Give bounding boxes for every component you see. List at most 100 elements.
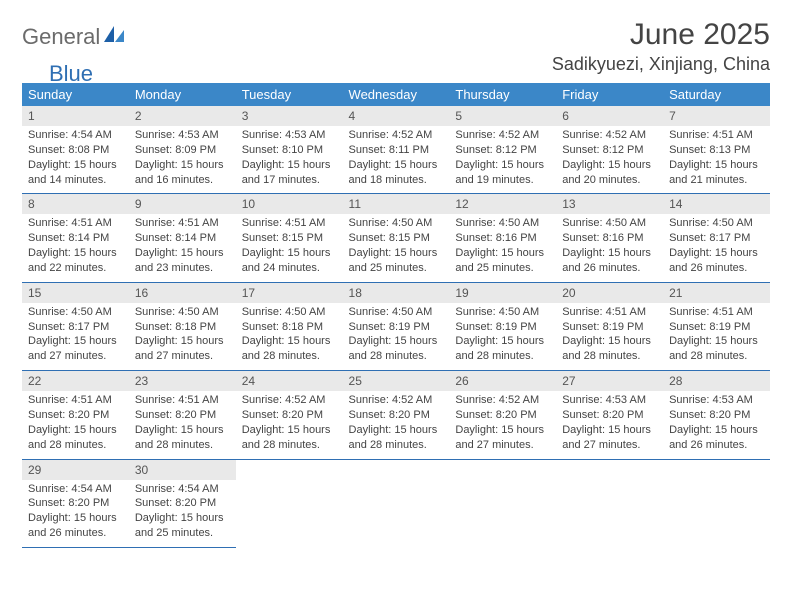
day-cell: 18Sunrise: 4:50 AMSunset: 8:19 PMDayligh… [343,282,450,370]
day-data: Sunrise: 4:52 AMSunset: 8:12 PMDaylight:… [556,126,663,193]
day-cell: .. [663,459,770,547]
day-number: 9 [129,194,236,214]
day-number: 5 [449,106,556,126]
day-data: Sunrise: 4:54 AMSunset: 8:08 PMDaylight:… [22,126,129,193]
day-number: 22 [22,371,129,391]
weekday-hdr: Tuesday [236,83,343,106]
day-data: Sunrise: 4:52 AMSunset: 8:20 PMDaylight:… [343,391,450,458]
day-cell: 3Sunrise: 4:53 AMSunset: 8:10 PMDaylight… [236,106,343,194]
day-cell: .. [556,459,663,547]
day-number: 1 [22,106,129,126]
day-data: Sunrise: 4:54 AMSunset: 8:20 PMDaylight:… [22,480,129,547]
weekday-hdr: Saturday [663,83,770,106]
day-cell: 29Sunrise: 4:54 AMSunset: 8:20 PMDayligh… [22,459,129,547]
day-cell: .. [449,459,556,547]
brand-logo: General [22,24,128,50]
day-number: 19 [449,283,556,303]
weekday-hdr: Friday [556,83,663,106]
day-data: Sunrise: 4:50 AMSunset: 8:18 PMDaylight:… [129,303,236,370]
day-cell: 22Sunrise: 4:51 AMSunset: 8:20 PMDayligh… [22,371,129,459]
day-number: 15 [22,283,129,303]
day-data: Sunrise: 4:50 AMSunset: 8:16 PMDaylight:… [556,214,663,281]
day-cell: 23Sunrise: 4:51 AMSunset: 8:20 PMDayligh… [129,371,236,459]
brand-part1: General [22,24,100,50]
day-cell: 4Sunrise: 4:52 AMSunset: 8:11 PMDaylight… [343,106,450,194]
day-data: Sunrise: 4:53 AMSunset: 8:20 PMDaylight:… [663,391,770,458]
day-data: Sunrise: 4:52 AMSunset: 8:20 PMDaylight:… [449,391,556,458]
day-cell: 5Sunrise: 4:52 AMSunset: 8:12 PMDaylight… [449,106,556,194]
day-data: Sunrise: 4:50 AMSunset: 8:16 PMDaylight:… [449,214,556,281]
day-data: Sunrise: 4:52 AMSunset: 8:20 PMDaylight:… [236,391,343,458]
day-data: Sunrise: 4:51 AMSunset: 8:14 PMDaylight:… [129,214,236,281]
day-cell: 16Sunrise: 4:50 AMSunset: 8:18 PMDayligh… [129,282,236,370]
day-number: 30 [129,460,236,480]
day-number: 11 [343,194,450,214]
day-number: 6 [556,106,663,126]
day-cell: 2Sunrise: 4:53 AMSunset: 8:09 PMDaylight… [129,106,236,194]
day-number: 25 [343,371,450,391]
day-cell: 9Sunrise: 4:51 AMSunset: 8:14 PMDaylight… [129,194,236,282]
header: General June 2025 Sadikyuezi, Xinjiang, … [22,18,770,75]
day-cell: .. [343,459,450,547]
day-data: Sunrise: 4:50 AMSunset: 8:17 PMDaylight:… [22,303,129,370]
day-cell: 28Sunrise: 4:53 AMSunset: 8:20 PMDayligh… [663,371,770,459]
day-number: 10 [236,194,343,214]
day-number: 16 [129,283,236,303]
day-data: Sunrise: 4:52 AMSunset: 8:11 PMDaylight:… [343,126,450,193]
weekday-hdr: Thursday [449,83,556,106]
calendar-table: Sunday Monday Tuesday Wednesday Thursday… [22,83,770,548]
day-number: 8 [22,194,129,214]
day-cell: 17Sunrise: 4:50 AMSunset: 8:18 PMDayligh… [236,282,343,370]
day-cell: 11Sunrise: 4:50 AMSunset: 8:15 PMDayligh… [343,194,450,282]
weekday-hdr: Wednesday [343,83,450,106]
day-cell: 10Sunrise: 4:51 AMSunset: 8:15 PMDayligh… [236,194,343,282]
day-number: 21 [663,283,770,303]
day-cell: 12Sunrise: 4:50 AMSunset: 8:16 PMDayligh… [449,194,556,282]
weekday-header-row: Sunday Monday Tuesday Wednesday Thursday… [22,83,770,106]
day-cell: 14Sunrise: 4:50 AMSunset: 8:17 PMDayligh… [663,194,770,282]
day-data: Sunrise: 4:51 AMSunset: 8:19 PMDaylight:… [663,303,770,370]
day-number: 28 [663,371,770,391]
day-data: Sunrise: 4:50 AMSunset: 8:18 PMDaylight:… [236,303,343,370]
day-data: Sunrise: 4:52 AMSunset: 8:12 PMDaylight:… [449,126,556,193]
day-cell: 8Sunrise: 4:51 AMSunset: 8:14 PMDaylight… [22,194,129,282]
brand-part2: Blue [49,61,93,87]
day-number: 17 [236,283,343,303]
day-cell: 21Sunrise: 4:51 AMSunset: 8:19 PMDayligh… [663,282,770,370]
day-data: Sunrise: 4:53 AMSunset: 8:09 PMDaylight:… [129,126,236,193]
day-cell: 13Sunrise: 4:50 AMSunset: 8:16 PMDayligh… [556,194,663,282]
day-data: Sunrise: 4:50 AMSunset: 8:19 PMDaylight:… [343,303,450,370]
day-cell: .. [236,459,343,547]
day-number: 26 [449,371,556,391]
month-title: June 2025 [552,18,770,52]
day-number: 24 [236,371,343,391]
day-number: 7 [663,106,770,126]
day-cell: 20Sunrise: 4:51 AMSunset: 8:19 PMDayligh… [556,282,663,370]
brand-sail-icon [104,26,126,49]
day-data: Sunrise: 4:53 AMSunset: 8:10 PMDaylight:… [236,126,343,193]
day-number: 12 [449,194,556,214]
day-number: 18 [343,283,450,303]
week-row: 22Sunrise: 4:51 AMSunset: 8:20 PMDayligh… [22,371,770,459]
day-data: Sunrise: 4:51 AMSunset: 8:13 PMDaylight:… [663,126,770,193]
day-data: Sunrise: 4:51 AMSunset: 8:20 PMDaylight:… [129,391,236,458]
day-cell: 25Sunrise: 4:52 AMSunset: 8:20 PMDayligh… [343,371,450,459]
day-cell: 15Sunrise: 4:50 AMSunset: 8:17 PMDayligh… [22,282,129,370]
weekday-hdr: Monday [129,83,236,106]
day-number: 4 [343,106,450,126]
title-block: June 2025 Sadikyuezi, Xinjiang, China [552,18,770,75]
day-number: 3 [236,106,343,126]
day-number: 27 [556,371,663,391]
location-line: Sadikyuezi, Xinjiang, China [552,54,770,75]
week-row: 29Sunrise: 4:54 AMSunset: 8:20 PMDayligh… [22,459,770,547]
day-number: 29 [22,460,129,480]
day-cell: 26Sunrise: 4:52 AMSunset: 8:20 PMDayligh… [449,371,556,459]
day-data: Sunrise: 4:50 AMSunset: 8:17 PMDaylight:… [663,214,770,281]
day-data: Sunrise: 4:51 AMSunset: 8:19 PMDaylight:… [556,303,663,370]
day-number: 2 [129,106,236,126]
day-cell: 24Sunrise: 4:52 AMSunset: 8:20 PMDayligh… [236,371,343,459]
day-cell: 1Sunrise: 4:54 AMSunset: 8:08 PMDaylight… [22,106,129,194]
day-data: Sunrise: 4:51 AMSunset: 8:15 PMDaylight:… [236,214,343,281]
day-cell: 30Sunrise: 4:54 AMSunset: 8:20 PMDayligh… [129,459,236,547]
day-cell: 7Sunrise: 4:51 AMSunset: 8:13 PMDaylight… [663,106,770,194]
